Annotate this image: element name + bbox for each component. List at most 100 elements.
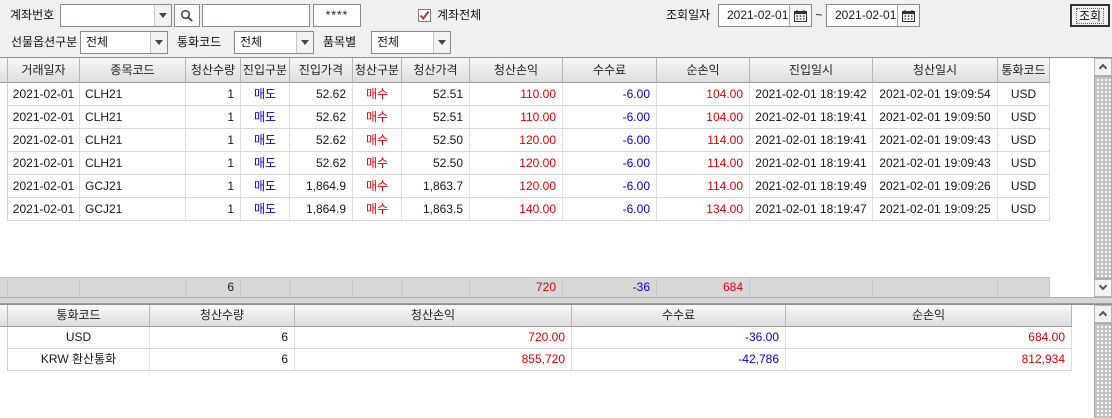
account-combo-dropdown-button[interactable] bbox=[154, 5, 171, 26]
futures-option-type-value: 전체 bbox=[86, 35, 109, 49]
scroll-up-button[interactable] bbox=[1094, 58, 1112, 76]
item-type-label: 품목별 bbox=[323, 35, 357, 49]
date-to-calendar-button[interactable] bbox=[897, 5, 919, 26]
cell-exit-price: 52.51 bbox=[402, 106, 470, 129]
col-header-net-pl: 순손익 bbox=[786, 305, 1072, 327]
trade-history-table: 거래일자 종목코드 청산수량 진입구분 진입가격 청산구분 청산가격 청산손익 수수료 순손익 진입… bbox=[0, 57, 1112, 297]
cell-entry-datetime: 2021-02-01 18:19:49 bbox=[750, 175, 873, 198]
cell-exit-side: 매수 bbox=[353, 152, 402, 175]
bottom-vertical-scrollbar[interactable] bbox=[1094, 305, 1112, 418]
col-header-currency: 통화코드 bbox=[8, 305, 150, 327]
account-all-checkbox[interactable] bbox=[418, 9, 431, 22]
row-selector bbox=[0, 83, 8, 106]
item-type-dropdown-button[interactable] bbox=[433, 32, 450, 53]
cell-exit-datetime: 2021-02-01 19:09:50 bbox=[873, 106, 998, 129]
row-selector bbox=[0, 106, 8, 129]
cell-exit-price: 1,863.5 bbox=[402, 198, 470, 221]
currency-table-body: USD 6 720.00 -36.00 684.00 KRW 환산통화 6 855,720 -4… bbox=[0, 327, 1112, 371]
scroll-up-button[interactable] bbox=[1094, 305, 1112, 323]
cell-net-pl: 114.00 bbox=[657, 175, 750, 198]
col-header-fee: 수수료 bbox=[563, 58, 657, 83]
date-from-value: 2021-02-01 bbox=[727, 8, 789, 22]
row-selector bbox=[0, 198, 8, 221]
col-header-entry-side: 진입구분 bbox=[241, 58, 290, 83]
col-header-exit-datetime: 청산일시 bbox=[873, 58, 998, 83]
trade-row[interactable]: 2021-02-01 CLH21 1 매도 52.62 매수 52.51 110.00 -6.0… bbox=[0, 83, 1112, 106]
row-selector bbox=[0, 349, 8, 371]
trade-row[interactable]: 2021-02-01 CLH21 1 매도 52.62 매수 52.50 120.00 -6.0… bbox=[0, 152, 1112, 175]
cell-quantity: 1 bbox=[186, 129, 241, 152]
cell-fee: -36.00 bbox=[572, 327, 786, 349]
cell-symbol-code: CLH21 bbox=[80, 152, 186, 175]
main-vertical-scrollbar[interactable] bbox=[1094, 58, 1112, 297]
cell-pl: 120.00 bbox=[470, 129, 563, 152]
checkmark-icon bbox=[419, 10, 430, 21]
currency-summary-table: 통화코드 청산수량 청산손익 수수료 순손익 USD 6 720.00 -36.00 684.0… bbox=[0, 304, 1112, 418]
cell-fee: -6.00 bbox=[563, 83, 657, 106]
trade-row[interactable]: 2021-02-01 GCJ21 1 매도 1,864.9 매수 1,863.7 120.00… bbox=[0, 175, 1112, 198]
cell-symbol-code: CLH21 bbox=[80, 106, 186, 129]
cell-exit-price: 52.51 bbox=[402, 83, 470, 106]
trade-row[interactable]: 2021-02-01 CLH21 1 매도 52.62 매수 52.51 110.00 -6.0… bbox=[0, 106, 1112, 129]
date-range-separator: ~ bbox=[815, 8, 823, 22]
futures-option-type-select[interactable]: 전체 bbox=[80, 31, 168, 54]
cell-net-pl: 114.00 bbox=[657, 129, 750, 152]
cell-exit-side: 매수 bbox=[353, 83, 402, 106]
cell-quantity: 1 bbox=[186, 198, 241, 221]
currency-code-dropdown-button[interactable] bbox=[296, 32, 313, 53]
item-type-select[interactable]: 전체 bbox=[371, 31, 451, 54]
col-header-quantity: 청산수량 bbox=[186, 58, 241, 83]
col-header-currency: 통화코드 bbox=[998, 58, 1050, 83]
account-password-input[interactable]: **** bbox=[313, 4, 361, 27]
trade-row[interactable]: 2021-02-01 GCJ21 1 매도 1,864.9 매수 1,863.5 140.00… bbox=[0, 198, 1112, 221]
cell-trade-date: 2021-02-01 bbox=[8, 175, 80, 198]
col-header-entry-price: 진입가격 bbox=[290, 58, 353, 83]
row-selector bbox=[0, 327, 8, 349]
date-to-field[interactable]: 2021-02-01 bbox=[826, 4, 920, 27]
currency-row[interactable]: USD 6 720.00 -36.00 684.00 bbox=[0, 327, 1112, 349]
cell-fee: -42,786 bbox=[572, 349, 786, 371]
account-name-input[interactable] bbox=[202, 4, 310, 27]
cell-pl: 110.00 bbox=[470, 83, 563, 106]
row-selector-header bbox=[0, 58, 8, 83]
cell-pl: 140.00 bbox=[470, 198, 563, 221]
chevron-down-icon bbox=[155, 40, 163, 45]
date-from-field[interactable]: 2021-02-01 bbox=[718, 4, 812, 27]
currency-table-header: 통화코드 청산수량 청산손익 수수료 순손익 bbox=[0, 305, 1112, 327]
cell-entry-side: 매도 bbox=[241, 152, 290, 175]
cell-exit-datetime: 2021-02-01 19:09:43 bbox=[873, 152, 998, 175]
query-button[interactable]: 조회 bbox=[1070, 4, 1110, 27]
account-search-button[interactable] bbox=[174, 4, 200, 27]
chevron-down-icon bbox=[438, 40, 446, 45]
futures-option-dropdown-button[interactable] bbox=[150, 32, 167, 53]
cell-pl: 120.00 bbox=[470, 175, 563, 198]
account-number-combo[interactable] bbox=[60, 4, 172, 27]
item-type-value: 전체 bbox=[377, 35, 400, 49]
cell-entry-side: 매도 bbox=[241, 198, 290, 221]
cell-trade-date: 2021-02-01 bbox=[8, 152, 80, 175]
scroll-down-button[interactable] bbox=[1094, 279, 1112, 297]
cell-net-pl: 812,934 bbox=[786, 349, 1072, 371]
scrollbar-thumb[interactable] bbox=[1094, 323, 1112, 418]
col-header-trade-date: 거래일자 bbox=[8, 58, 80, 83]
cell-entry-side: 매도 bbox=[241, 175, 290, 198]
trade-row[interactable]: 2021-02-01 CLH21 1 매도 52.62 매수 52.50 120.00 -6.0… bbox=[0, 129, 1112, 152]
panel-splitter[interactable] bbox=[0, 297, 1112, 304]
cell-currency: USD bbox=[998, 152, 1050, 175]
cell-trade-date: 2021-02-01 bbox=[8, 129, 80, 152]
trade-table-body: 2021-02-01 CLH21 1 매도 52.62 매수 52.51 110.00 -6.0… bbox=[0, 83, 1112, 221]
trade-table-summary-row: 6 720 -36 684 bbox=[0, 277, 1050, 297]
cell-currency: USD bbox=[998, 83, 1050, 106]
scrollbar-thumb[interactable] bbox=[1094, 76, 1112, 279]
account-name-value bbox=[203, 5, 309, 26]
currency-code-select[interactable]: 전체 bbox=[234, 31, 314, 54]
cell-pl: 120.00 bbox=[470, 152, 563, 175]
cell-net-pl: 114.00 bbox=[657, 152, 750, 175]
cell-exit-price: 52.50 bbox=[402, 152, 470, 175]
calendar-icon bbox=[902, 9, 915, 22]
date-from-calendar-button[interactable] bbox=[789, 5, 811, 26]
currency-row[interactable]: KRW 환산통화 6 855,720 -42,786 812,934 bbox=[0, 349, 1112, 371]
cell-entry-datetime: 2021-02-01 18:19:41 bbox=[750, 129, 873, 152]
cell-currency: USD bbox=[998, 198, 1050, 221]
